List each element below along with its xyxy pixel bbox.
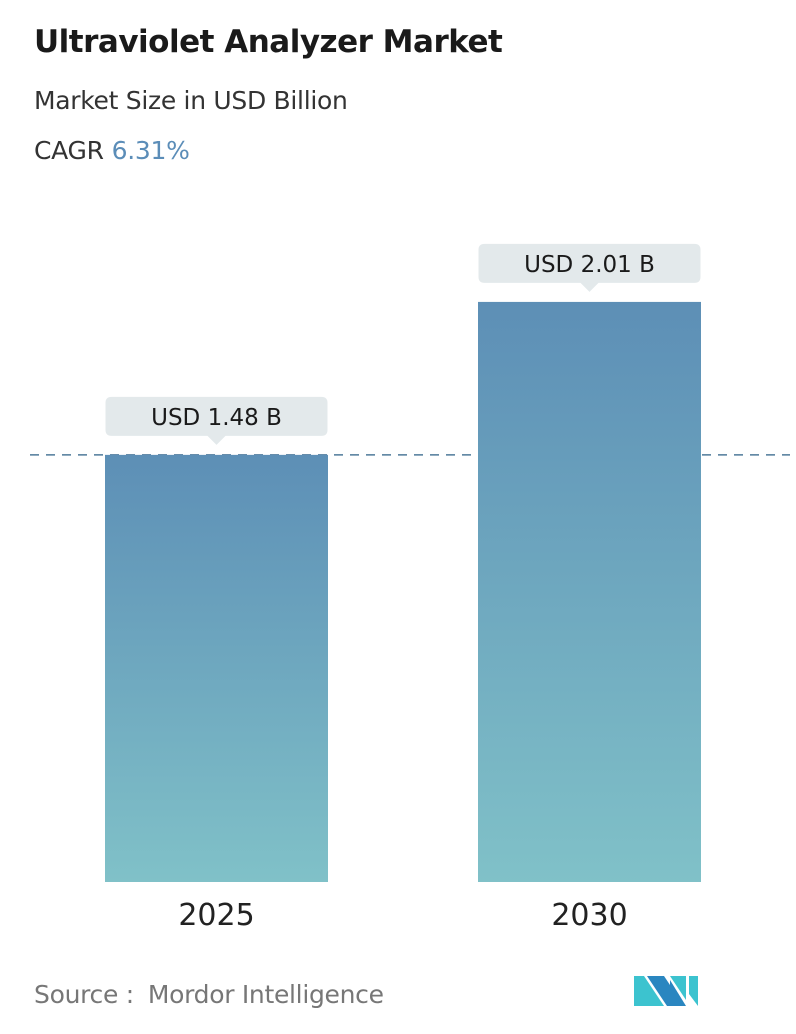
data-label: USD 2.01 B <box>524 252 655 278</box>
mordor-logo-icon <box>634 976 698 1006</box>
cagr-label: CAGR <box>34 136 104 165</box>
cagr-value: 6.31% <box>111 136 190 165</box>
bar-2030 <box>478 301 701 882</box>
cagr: CAGR 6.31% <box>34 136 190 165</box>
source-label: Source : <box>34 980 134 1009</box>
bar-2025 <box>105 454 328 882</box>
source: Source : Mordor Intelligence <box>34 980 384 1009</box>
chart-title: Ultraviolet Analyzer Market <box>34 24 503 60</box>
chart-subtitle: Market Size in USD Billion <box>34 86 348 115</box>
bar-chart: USD 1.48 B 2025 USD 2.01 B 2030 <box>30 243 790 933</box>
data-label: USD 1.48 B <box>151 405 282 431</box>
data-label-bubble <box>478 243 701 292</box>
x-tick-label: 2030 <box>551 898 627 933</box>
x-tick-label: 2025 <box>178 898 254 933</box>
source-value: Mordor Intelligence <box>147 980 384 1009</box>
data-label-bubble <box>105 396 328 445</box>
